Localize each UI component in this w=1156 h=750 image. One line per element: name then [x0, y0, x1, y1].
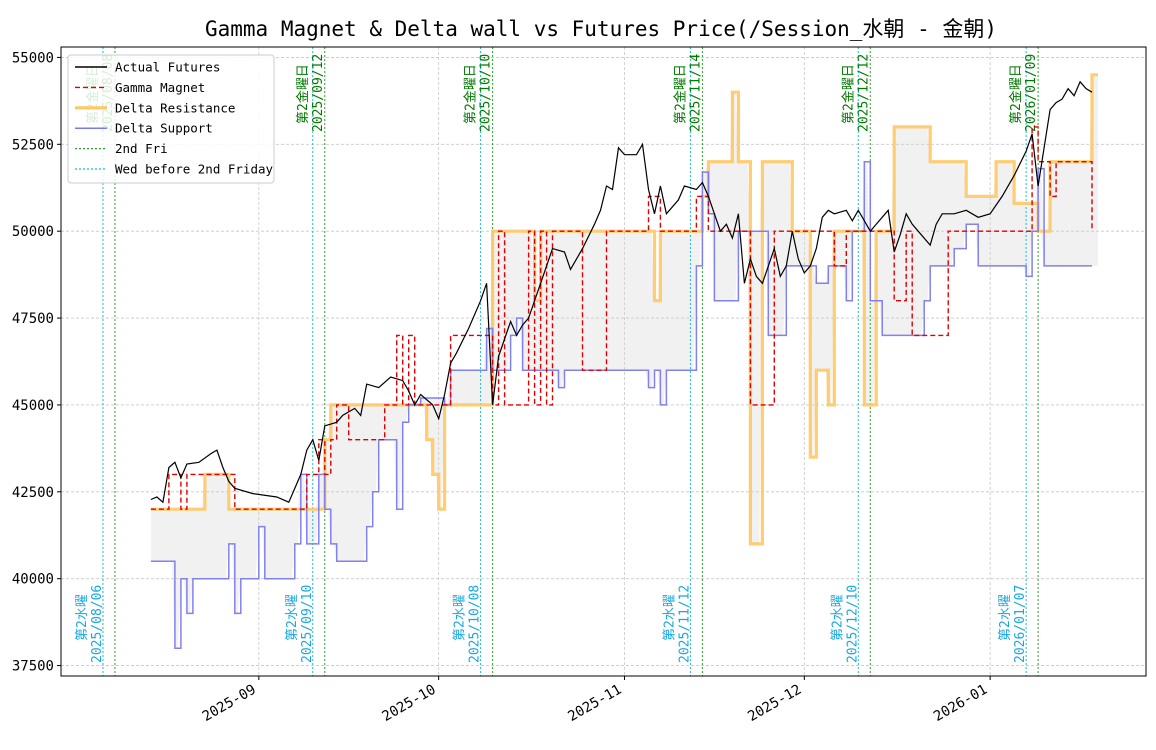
y-tick-label: 55000: [12, 50, 54, 66]
y-tick-label: 40000: [12, 572, 54, 588]
wed-line-date: 2025/08/06: [90, 585, 105, 663]
band-fill-layer: [150, 74, 1098, 649]
legend: Actual Futures Gamma Magnet Delta Resistan…: [67, 54, 275, 184]
series-line-resistance: [150, 73, 1098, 546]
fri-line-label: 第2金曜日: [295, 64, 311, 124]
legend-label-actual: Actual Futures: [115, 60, 220, 75]
legend-label-support: Delta Support: [115, 121, 213, 136]
legend-label-wed: Wed before 2nd Friday: [115, 162, 274, 177]
y-tick-label: 37500: [12, 659, 54, 675]
legend-box: [67, 54, 275, 184]
fri-line-date: 2025/12/12: [856, 54, 871, 132]
legend-label-fri: 2nd Fri: [115, 141, 168, 156]
chart-title: Gamma Magnet & Delta wall vs Futures Pri…: [205, 17, 997, 41]
series-line-support: [150, 160, 1092, 649]
plot-frame: [60, 46, 1147, 677]
wed-line-label: 第2水曜: [75, 594, 90, 641]
fri-line-date: 2025/10/10: [479, 54, 494, 132]
fri-line-date: 2025/11/14: [688, 54, 703, 132]
wed-line-date: 2025/12/10: [845, 585, 860, 663]
wed-line-date: 2026/01/07: [1013, 585, 1028, 663]
wed-line-date: 2025/10/08: [468, 585, 483, 663]
wed-line-label: 第2水曜: [285, 594, 300, 641]
wed-line-date: 2025/09/10: [300, 585, 315, 663]
series-line-actual: [150, 80, 1093, 504]
y-tick-label: 42500: [12, 485, 54, 501]
wed-line-date: 2025/11/12: [677, 585, 692, 663]
delta-band-fill: [150, 74, 1098, 649]
fri-line-date: 2025/09/12: [311, 54, 326, 132]
fri-line-label: 第2金曜日: [840, 64, 856, 124]
series-line-gamma: [150, 126, 1093, 510]
wed-line-label: 第2水曜: [453, 594, 468, 641]
y-tick-label: 50000: [12, 224, 54, 240]
wed-line-label: 第2水曜: [998, 594, 1013, 641]
legend-label-gamma: Gamma Magnet: [115, 80, 205, 95]
y-tick-label: 45000: [12, 398, 54, 414]
fri-line-label: 第2金曜日: [1008, 64, 1024, 124]
legend-label-resistance: Delta Resistance: [115, 100, 235, 115]
y-tick-label: 47500: [12, 311, 54, 327]
y-tick-label: 52500: [12, 137, 54, 153]
wed-line-label: 第2水曜: [662, 594, 677, 641]
fri-line-date: 2026/01/09: [1024, 54, 1039, 132]
series-layer: [150, 73, 1098, 649]
fri-line-label: 第2金曜日: [672, 64, 688, 124]
wed-line-label: 第2水曜: [830, 594, 845, 641]
fri-line-label: 第2金曜日: [463, 64, 479, 124]
